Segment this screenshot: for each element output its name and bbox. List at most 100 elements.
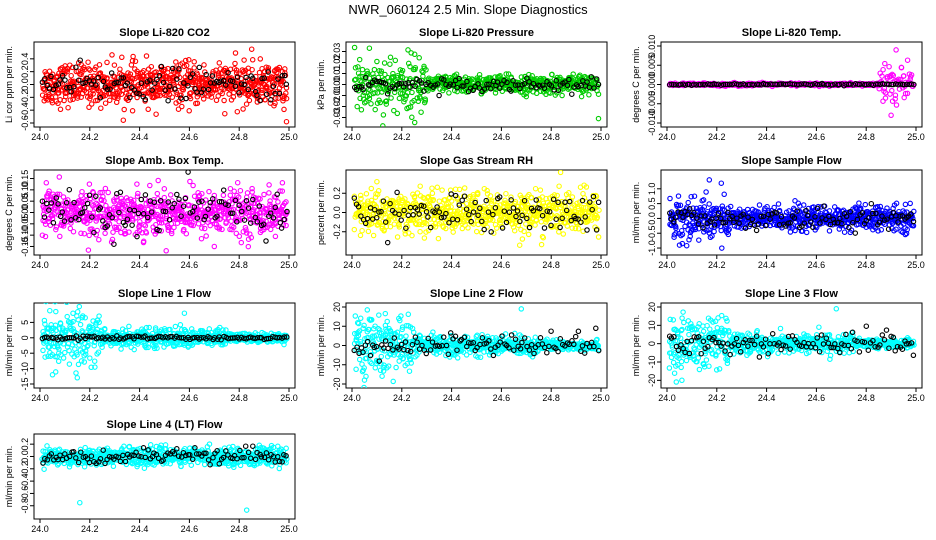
data-point [390,70,396,77]
data-point [511,227,518,234]
data-point [358,79,365,85]
selected-data-point [508,197,514,203]
selected-data-point [355,203,362,210]
data-point [357,95,363,102]
data-point [417,95,424,101]
data-point [579,209,585,216]
selected-data-point [202,213,209,220]
data-point [249,213,255,220]
y-axis-label: Li cor ppm per min. [4,46,14,123]
selected-data-point [837,215,843,222]
y-axis-label: degrees C per min. [631,46,641,123]
selected-data-point [461,193,468,199]
selected-data-point [107,86,113,92]
selected-data-point [745,214,751,220]
y-tick-label: -0.2 [20,90,30,106]
data-point [242,224,249,231]
selected-data-point [591,85,597,91]
data-point [120,117,127,123]
selected-data-point [362,74,369,81]
data-point [57,321,64,327]
selected-data-point [117,189,124,196]
data-point [156,86,163,93]
data-point [240,106,246,112]
x-tick-label: 25.0 [280,260,298,270]
selected-data-point [677,81,684,88]
selected-data-point [252,214,259,221]
selected-data-point [48,200,55,206]
data-point [63,329,69,335]
data-point [234,108,241,115]
data-point [235,194,242,200]
selected-data-point [360,86,366,93]
data-point [82,351,89,357]
selected-data-point [575,83,581,90]
data-point [198,235,205,242]
data-point [902,90,909,97]
data-point [117,66,123,72]
data-point [238,239,245,246]
data-point [888,112,894,119]
data-point [826,228,833,234]
data-point [560,231,567,237]
data-point [865,209,871,215]
data-point [574,200,580,207]
selected-data-point [521,81,528,87]
data-point [127,196,134,203]
selected-data-point [715,210,722,216]
data-point [103,202,109,209]
selected-data-point [544,208,550,214]
selected-data-point [181,80,187,86]
selected-data-point [579,197,586,204]
x-tick-label: 25.0 [592,260,610,270]
y-tick-label: -0.15 [20,236,30,257]
data-point [800,202,807,208]
x-tick-label: 25.0 [907,132,925,142]
data-point [91,358,98,364]
data-point [281,106,287,113]
data-point [67,225,74,232]
data-point [145,344,151,351]
data-point [368,101,374,107]
data-point [96,236,102,243]
data-point [796,208,803,215]
y-tick-label: 0.02 [332,54,342,72]
data-point [55,358,62,365]
data-point [241,57,247,63]
data-point [473,228,480,235]
data-point [675,193,682,199]
selected-data-point [218,78,224,84]
selected-data-point [593,76,600,82]
data-point [556,183,562,189]
data-point [78,358,85,364]
y-tick-label: -0.01 [332,85,342,106]
selected-data-point [859,210,866,216]
selected-data-point [427,224,434,231]
selected-data-point [755,221,762,227]
data-point [143,344,149,351]
selected-data-point [441,77,447,83]
selected-data-point [416,211,422,217]
data-point [109,52,115,58]
selected-data-point [541,85,548,91]
data-point [86,232,92,239]
selected-data-point [91,229,97,236]
selected-data-point [207,199,213,206]
data-point [405,60,412,67]
data-point [85,247,92,253]
data-point [405,47,411,53]
data-point [52,369,59,375]
data-point [279,188,286,194]
data-point [580,88,587,94]
selected-data-point [134,233,140,240]
data-point [435,235,442,242]
data-point [215,93,221,99]
data-point [243,230,250,236]
data-point [356,56,363,63]
selected-data-point [843,213,850,220]
data-point [450,229,456,235]
x-tick-label: 24.6 [808,260,826,270]
data-point [114,197,120,203]
x-tick-label: 24.2 [393,132,411,142]
selected-data-point [410,212,416,218]
